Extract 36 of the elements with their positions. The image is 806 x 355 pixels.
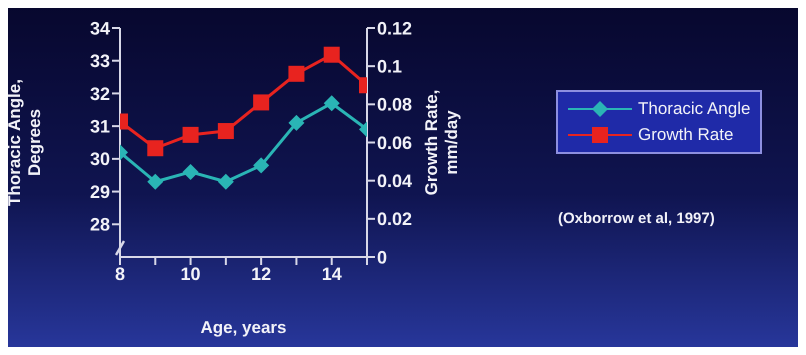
x-tick-label: 14 xyxy=(322,264,342,284)
x-tick-label: 8 xyxy=(114,264,126,284)
y-axis-title: Thoracic Angle, Degrees xyxy=(5,79,44,206)
legend-label: Thoracic Angle xyxy=(638,99,750,119)
y2-tick-label: 0 xyxy=(377,247,388,268)
point xyxy=(288,66,304,82)
y-tick-label: 33 xyxy=(90,51,110,72)
x-axis-title: Age, years xyxy=(200,318,286,337)
text: (Oxborrow et al, 1997) xyxy=(558,210,715,227)
y-tick-label: 29 xyxy=(90,182,110,202)
point xyxy=(147,140,164,156)
point xyxy=(324,95,340,112)
point xyxy=(218,123,234,140)
point xyxy=(253,94,270,110)
point xyxy=(253,157,270,174)
y2-tick-label: 0.08 xyxy=(377,94,412,115)
y-tick-label: 30 xyxy=(90,149,110,170)
y-tick-label: 32 xyxy=(90,84,110,104)
point xyxy=(147,174,164,190)
point xyxy=(218,174,234,190)
legend-label: Growth Rate xyxy=(638,125,734,145)
y2-tick-label: 0.04 xyxy=(377,171,412,192)
point xyxy=(324,46,340,63)
y2-tick-label: 0.02 xyxy=(377,209,412,230)
y-tick-label: 31 xyxy=(90,116,110,137)
point xyxy=(182,126,199,143)
point xyxy=(288,114,304,131)
x-tick-label: 12 xyxy=(251,264,272,284)
y-tick-label: 34 xyxy=(90,18,110,38)
y-tick-label: 28 xyxy=(90,214,110,235)
x-tick-label: 10 xyxy=(180,264,201,284)
y2-tick-label: 0.06 xyxy=(377,132,412,153)
y2-axis-title: Growth Rate, mm/day xyxy=(422,90,461,196)
point xyxy=(182,164,199,180)
y2-tick-label: 0.12 xyxy=(377,18,412,38)
y2-tick-label: 0.1 xyxy=(377,56,402,77)
